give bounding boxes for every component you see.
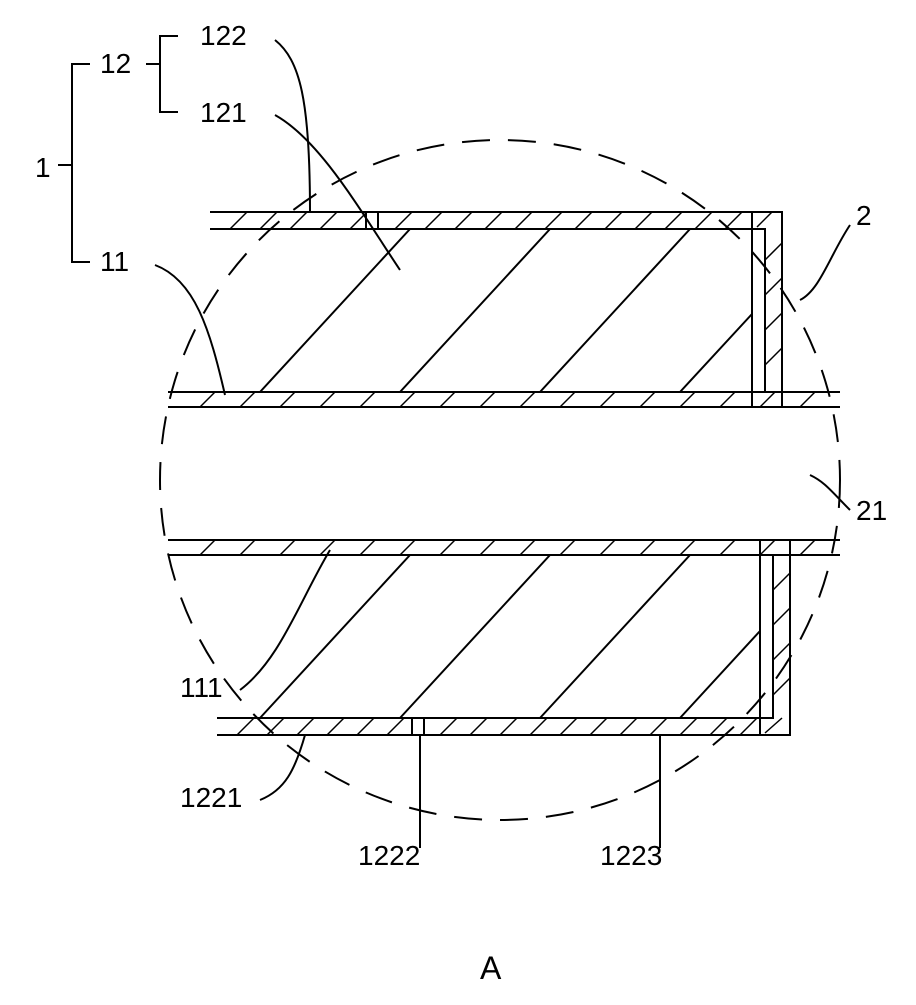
label-121: 121 [200,97,247,129]
label-11: 11 [100,246,129,278]
label-1223: 1223 [600,840,662,872]
label-2: 2 [856,200,872,232]
upper-section [168,212,840,407]
bracket-12 [146,36,178,112]
label-view-A: A [480,950,501,987]
bracket-1 [58,64,90,262]
label-12: 12 [100,48,131,80]
label-1221: 1221 [180,782,242,814]
label-1222: 1222 [358,840,420,872]
label-122: 122 [200,20,247,52]
label-111: 111 [180,672,223,704]
label-1: 1 [35,152,51,184]
leaders [155,40,850,848]
diagram-svg [0,0,916,1000]
diagram-container: 1 12 122 121 11 2 21 111 1221 1222 1223 … [0,0,916,1000]
lower-section [168,540,840,735]
label-21: 21 [856,495,887,527]
